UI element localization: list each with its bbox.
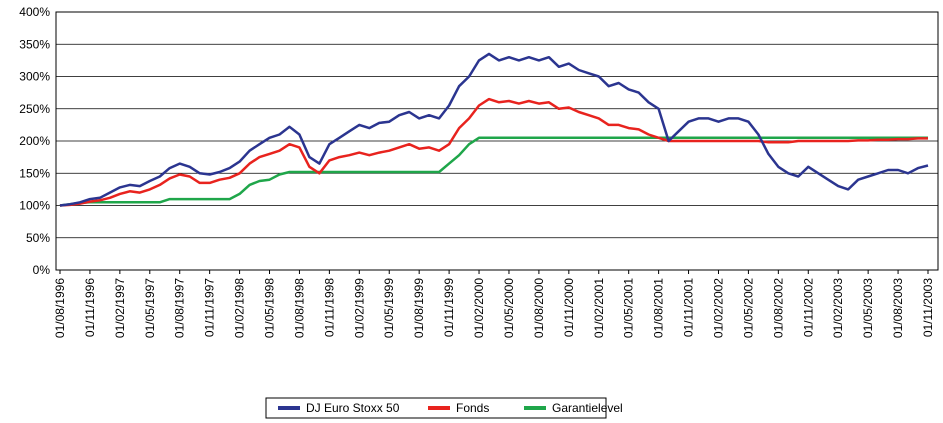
- y-tick-label: 100%: [19, 199, 50, 213]
- x-tick-label: 01/05/1997: [143, 278, 157, 338]
- x-tick-label: 01/11/2000: [562, 278, 576, 337]
- x-tick-label: 01/08/1997: [173, 278, 187, 338]
- x-tick-label: 01/11/2002: [801, 278, 815, 337]
- x-tick-label: 01/02/1998: [233, 278, 247, 338]
- x-tick-label: 01/05/1998: [263, 278, 277, 338]
- x-tick-label: 01/08/1998: [292, 278, 306, 338]
- x-tick-label: 01/08/2002: [771, 278, 785, 338]
- legend-label: Garantielevel: [552, 401, 623, 415]
- y-tick-label: 0%: [33, 263, 51, 277]
- x-tick-label: 01/02/2002: [711, 278, 725, 338]
- y-tick-label: 250%: [19, 102, 50, 116]
- series-line: [59, 97, 928, 207]
- x-tick-label: 01/08/1996: [53, 278, 67, 338]
- x-tick-label: 01/05/2000: [502, 278, 516, 338]
- legend-label: Fonds: [456, 401, 489, 415]
- x-tick-label: 01/08/2003: [891, 278, 905, 338]
- x-tick-label: 01/05/1999: [382, 278, 396, 338]
- x-tick-label: 01/11/1996: [83, 278, 97, 337]
- x-tick-label: 01/02/2003: [831, 278, 845, 338]
- x-tick-label: 01/11/2001: [682, 278, 696, 337]
- x-tick-label: 01/11/1998: [322, 278, 336, 337]
- x-tick-label: 01/05/2002: [741, 278, 755, 338]
- x-tick-label: 01/08/2001: [652, 278, 666, 338]
- y-tick-label: 350%: [19, 37, 50, 51]
- x-tick-label: 01/11/2003: [921, 278, 935, 337]
- y-tick-label: 200%: [19, 134, 50, 148]
- series-line: [59, 136, 928, 207]
- x-tick-label: 01/08/1999: [412, 278, 426, 338]
- x-tick-label: 01/11/1999: [442, 278, 456, 337]
- x-tick-label: 01/08/2000: [532, 278, 546, 338]
- x-tick-label: 01/05/2003: [861, 278, 875, 338]
- x-tick-label: 01/02/2001: [592, 278, 606, 338]
- x-tick-label: 01/11/1997: [203, 278, 217, 337]
- y-tick-label: 400%: [19, 5, 50, 19]
- legend-label: DJ Euro Stoxx 50: [306, 401, 400, 415]
- y-tick-label: 150%: [19, 166, 50, 180]
- x-tick-label: 01/02/1999: [352, 278, 366, 338]
- x-tick-label: 01/02/1997: [113, 278, 127, 338]
- x-tick-label: 01/02/2000: [472, 278, 486, 338]
- y-tick-label: 50%: [26, 231, 50, 245]
- series-line: [59, 52, 929, 207]
- y-tick-label: 300%: [19, 70, 50, 84]
- x-tick-label: 01/05/2001: [622, 278, 636, 338]
